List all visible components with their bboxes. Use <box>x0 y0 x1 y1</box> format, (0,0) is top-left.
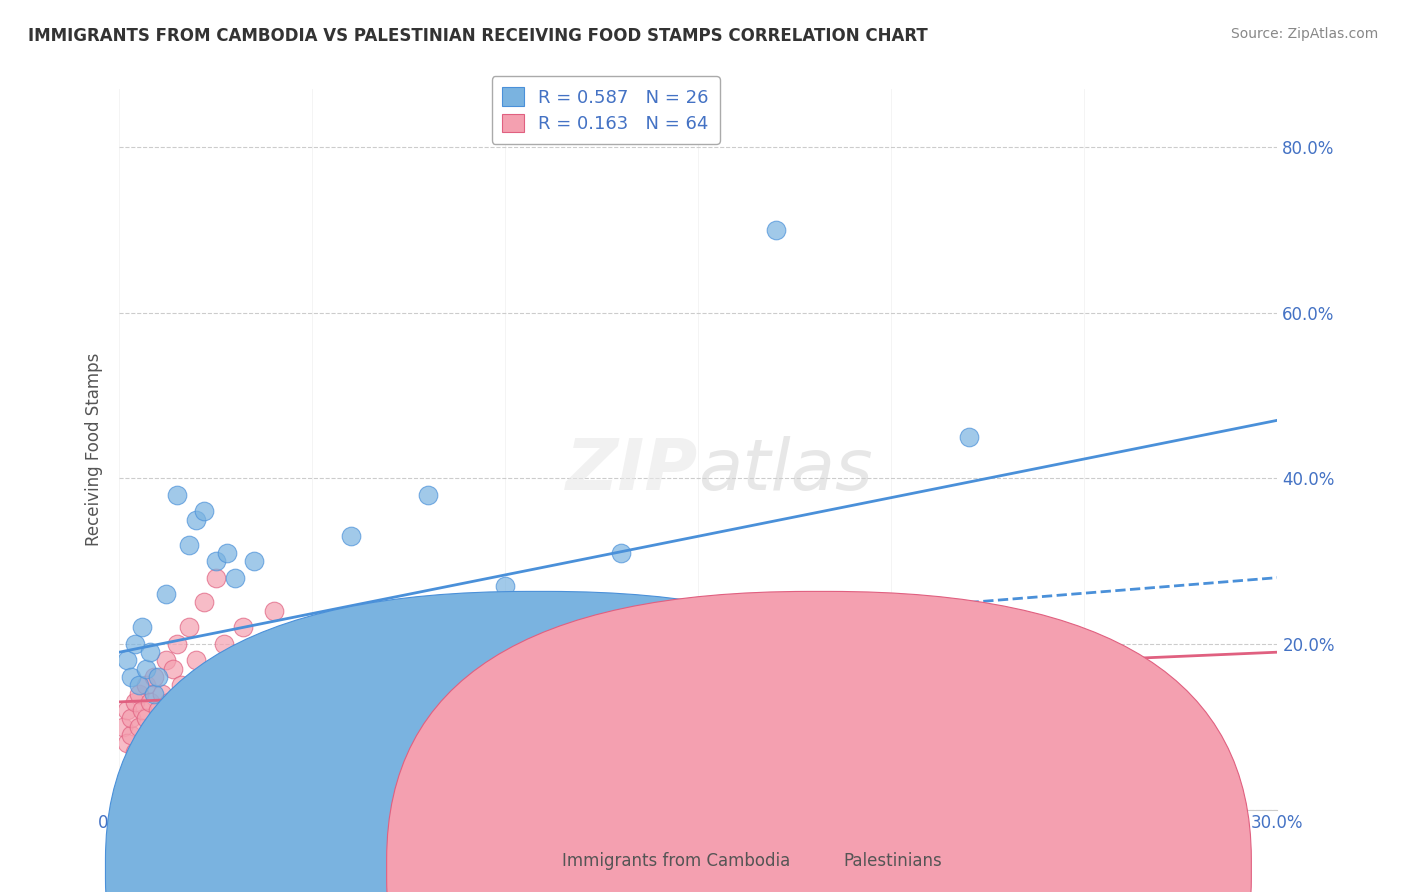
Point <box>135 678 157 692</box>
Text: Palestinians: Palestinians <box>844 852 942 870</box>
Point <box>115 736 138 750</box>
Point <box>340 529 363 543</box>
Point <box>166 488 188 502</box>
Point <box>416 488 439 502</box>
Point <box>143 670 166 684</box>
Point <box>494 612 516 626</box>
Point <box>115 703 138 717</box>
Point <box>150 687 173 701</box>
Point <box>224 571 246 585</box>
Point <box>232 620 254 634</box>
Point <box>533 637 555 651</box>
Point <box>456 629 478 643</box>
Point <box>120 711 142 725</box>
Point <box>359 662 381 676</box>
Point <box>177 620 200 634</box>
Point <box>177 537 200 551</box>
Point <box>155 653 177 667</box>
Point <box>217 546 239 560</box>
Point <box>765 223 787 237</box>
Point <box>957 430 980 444</box>
Point <box>263 604 285 618</box>
Point <box>120 670 142 684</box>
Point <box>139 695 162 709</box>
Point <box>725 637 748 651</box>
Point <box>159 695 181 709</box>
Text: Source: ZipAtlas.com: Source: ZipAtlas.com <box>1230 27 1378 41</box>
Point <box>128 687 150 701</box>
Point <box>124 637 146 651</box>
Point <box>610 546 633 560</box>
Point <box>128 678 150 692</box>
Text: IMMIGRANTS FROM CAMBODIA VS PALESTINIAN RECEIVING FOOD STAMPS CORRELATION CHART: IMMIGRANTS FROM CAMBODIA VS PALESTINIAN … <box>28 27 928 45</box>
Point <box>250 645 273 659</box>
Point <box>143 745 166 759</box>
Point <box>281 670 304 684</box>
Point <box>494 579 516 593</box>
Point <box>436 670 458 684</box>
Point <box>197 720 219 734</box>
Point <box>340 637 363 651</box>
Point <box>181 687 204 701</box>
Point <box>174 728 197 742</box>
Point <box>112 720 135 734</box>
Text: atlas: atlas <box>699 436 873 506</box>
Point <box>143 687 166 701</box>
Point <box>166 711 188 725</box>
Point <box>880 629 903 643</box>
Point <box>146 670 169 684</box>
Point <box>321 687 343 701</box>
Point <box>212 637 235 651</box>
Point <box>571 662 593 676</box>
Point <box>416 645 439 659</box>
Point <box>648 620 671 634</box>
Point <box>688 653 710 667</box>
Legend: R = 0.587   N = 26, R = 0.163   N = 64: R = 0.587 N = 26, R = 0.163 N = 64 <box>492 77 720 144</box>
Point <box>378 678 401 692</box>
Point <box>398 620 420 634</box>
Point <box>135 711 157 725</box>
Point <box>224 678 246 692</box>
Point <box>115 653 138 667</box>
Point <box>146 720 169 734</box>
Point <box>186 653 208 667</box>
Point <box>120 728 142 742</box>
Point <box>193 504 215 518</box>
Point <box>131 703 153 717</box>
Point <box>243 703 266 717</box>
Point <box>204 571 226 585</box>
Point <box>131 736 153 750</box>
Text: ZIP: ZIP <box>567 436 699 506</box>
Point <box>135 662 157 676</box>
Point <box>128 753 150 767</box>
Point <box>193 595 215 609</box>
Point <box>146 703 169 717</box>
Point <box>131 620 153 634</box>
Point <box>610 645 633 659</box>
Point <box>128 720 150 734</box>
Point <box>166 637 188 651</box>
Y-axis label: Receiving Food Stamps: Receiving Food Stamps <box>86 352 103 546</box>
Text: Immigrants from Cambodia: Immigrants from Cambodia <box>562 852 790 870</box>
Point <box>301 620 323 634</box>
Point <box>139 645 162 659</box>
Point <box>124 745 146 759</box>
Point <box>243 554 266 568</box>
Point <box>201 670 224 684</box>
Point <box>162 662 184 676</box>
Point <box>204 554 226 568</box>
Point <box>263 645 285 659</box>
Point <box>301 653 323 667</box>
Point <box>155 736 177 750</box>
Point <box>155 587 177 601</box>
Point <box>170 678 193 692</box>
Point <box>124 695 146 709</box>
Point <box>139 728 162 742</box>
Point <box>186 513 208 527</box>
Point <box>217 662 239 676</box>
Point <box>188 703 211 717</box>
Point <box>803 645 825 659</box>
Point <box>208 695 231 709</box>
